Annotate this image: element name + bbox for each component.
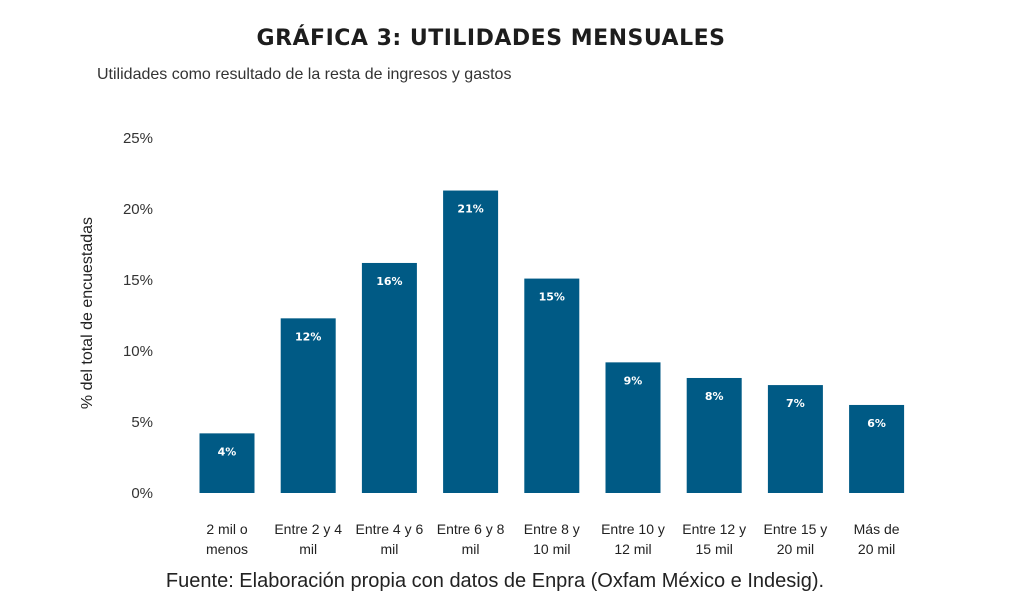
x-tick-label: Entre 2 y 4 — [274, 521, 342, 537]
chart-title: GRÁFICA 3: UTILIDADES MENSUALES — [256, 26, 726, 51]
bar — [849, 404, 905, 493]
x-tick-label: Entre 15 y — [763, 521, 827, 537]
bar — [524, 278, 580, 493]
x-tick-label: menos — [206, 541, 248, 557]
bar-data-label: 16% — [376, 275, 402, 288]
bar-data-label: 8% — [705, 390, 724, 403]
bar — [361, 262, 417, 493]
x-tick-label: 20 mil — [858, 541, 895, 557]
source-note: Fuente: Elaboración propia con datos de … — [165, 570, 825, 592]
x-tick-label: 15 mil — [696, 541, 733, 557]
bar — [443, 190, 499, 494]
bar-data-label: 4% — [218, 445, 237, 458]
x-tick-label: mil — [462, 541, 480, 557]
y-tick-label: 0% — [131, 485, 153, 502]
y-tick-label: 5% — [131, 414, 153, 431]
y-tick-label: 20% — [123, 201, 153, 218]
bar-data-label: 12% — [295, 330, 321, 343]
chart-subtitle: Utilidades como resultado de la resta de… — [97, 66, 512, 83]
x-tick-label: 20 mil — [777, 541, 814, 557]
bar-data-label: 15% — [539, 291, 565, 304]
y-tick-label: 25% — [123, 130, 153, 147]
x-tick-label: Entre 12 y — [682, 521, 746, 537]
bar-data-label: 6% — [867, 417, 886, 430]
x-tick-label: 12 mil — [614, 541, 651, 557]
x-tick-label: Entre 8 y — [524, 521, 580, 537]
bar — [767, 385, 823, 493]
bar — [199, 433, 255, 493]
y-tick-label: 10% — [123, 343, 153, 360]
x-tick-label: mil — [380, 541, 398, 557]
x-tick-label: Entre 6 y 8 — [437, 521, 505, 537]
bar — [686, 377, 742, 493]
x-tick-label: Entre 4 y 6 — [356, 521, 424, 537]
x-tick-label: 2 mil o — [206, 521, 247, 537]
x-tick-label: Entre 10 y — [601, 521, 665, 537]
x-tick-label: mil — [299, 541, 317, 557]
x-tick-label: 10 mil — [533, 541, 570, 557]
bar — [280, 318, 336, 493]
bar-data-label: 9% — [624, 374, 643, 387]
y-tick-label: 15% — [123, 272, 153, 289]
x-tick-label: Más de — [854, 521, 900, 537]
bar-data-label: 7% — [786, 397, 805, 410]
bar — [605, 362, 661, 493]
bar-data-label: 21% — [457, 203, 483, 216]
